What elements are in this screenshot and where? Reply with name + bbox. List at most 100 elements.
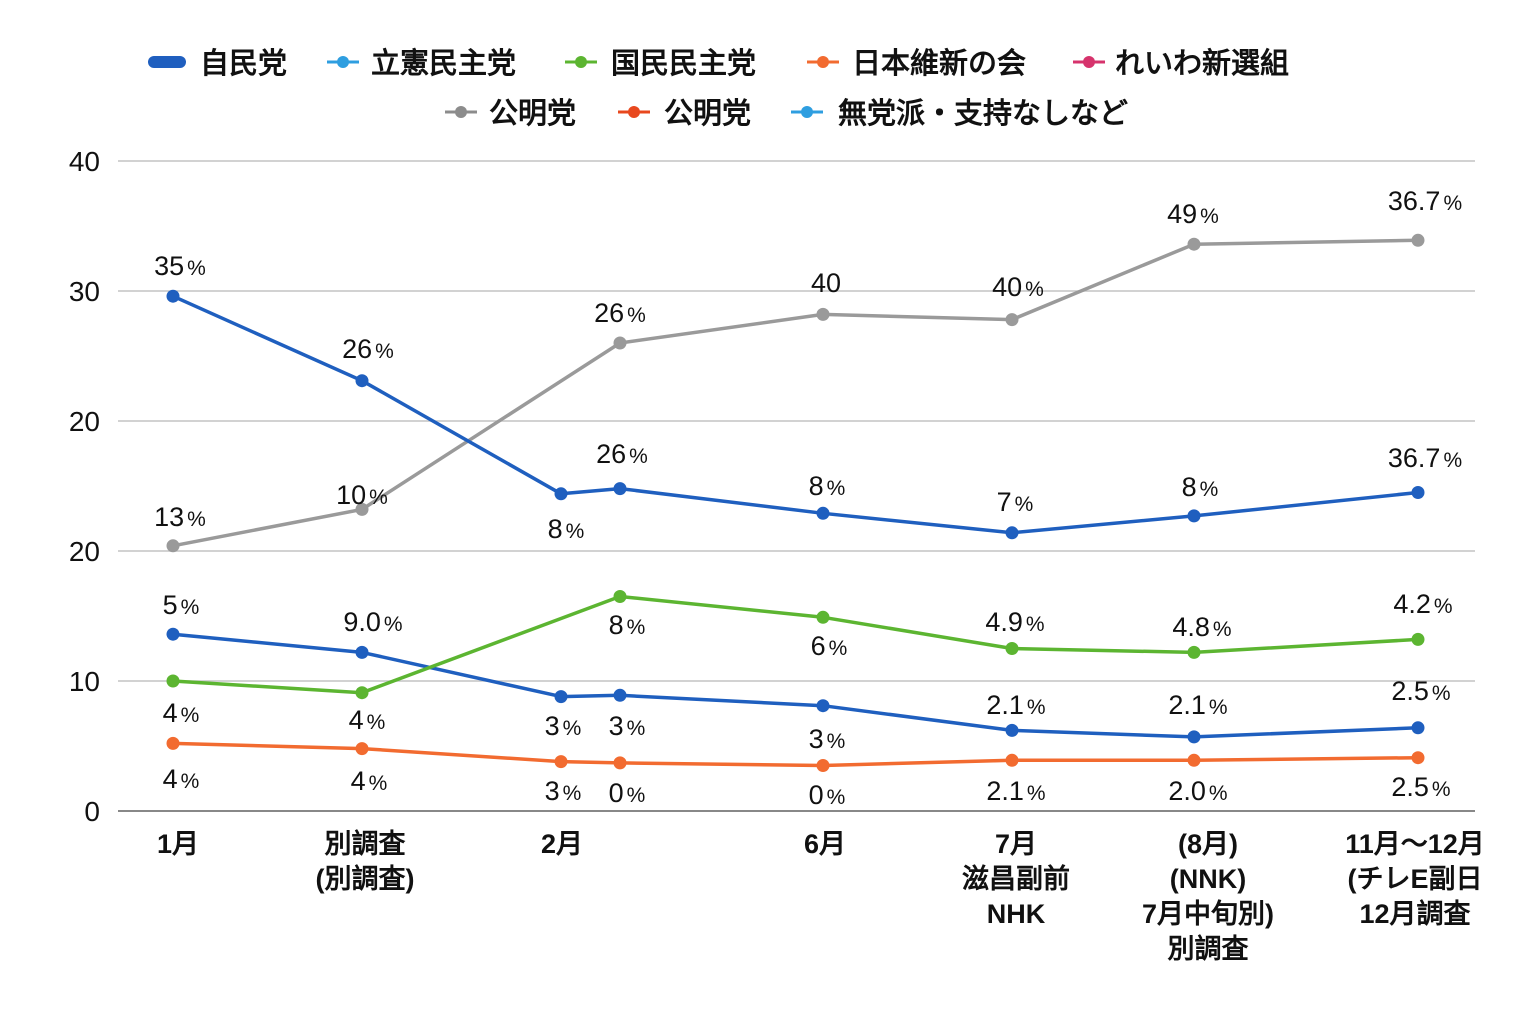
- legend-dot-icon: [575, 56, 587, 68]
- x-tick-label: (別調査): [316, 863, 415, 894]
- data-point: [613, 590, 627, 603]
- data-point: [355, 742, 369, 756]
- data-point: [816, 307, 830, 321]
- data-point: [166, 627, 180, 641]
- data-point: [554, 487, 568, 501]
- data-point: [355, 502, 369, 516]
- data-point: [613, 756, 627, 770]
- data-point: [355, 374, 369, 388]
- x-tick-label: (8月): [1178, 829, 1238, 859]
- x-tick-label: 1月: [157, 829, 199, 859]
- data-point: [355, 686, 369, 700]
- data-point: [1411, 751, 1425, 765]
- data-label: 5%: [163, 590, 200, 620]
- data-point: [1005, 753, 1019, 767]
- x-tick-label: 2月: [541, 829, 583, 859]
- legend-label: れいわ新選組: [1115, 46, 1289, 80]
- legend-item: 無党派・支持なしなど: [791, 97, 1128, 130]
- legend-dot-icon: [817, 56, 829, 68]
- data-label: 3%: [809, 724, 846, 754]
- data-point: [1005, 313, 1019, 327]
- data-label: 4%: [349, 705, 386, 735]
- data-label: 26%: [342, 334, 394, 364]
- data-point: [1187, 730, 1201, 744]
- data-label: 3%: [609, 711, 646, 741]
- data-point: [166, 289, 180, 303]
- series: [166, 736, 1425, 772]
- x-tick-label: 別調査: [1168, 933, 1249, 964]
- legend-dot-icon: [801, 106, 813, 118]
- data-label: 26%: [596, 439, 648, 469]
- data-labels: 13 % 10 % 26 % 40 40 % 49 % 36.7 % 35 % 26 % 8 % 26 % 8% 7 % 8 % 3…: [154, 186, 1462, 810]
- data-point: [613, 482, 627, 496]
- data-label: 6%: [811, 631, 848, 661]
- data-point: [554, 755, 568, 769]
- data-point: [166, 736, 180, 750]
- data-label: 3%: [545, 776, 582, 806]
- data-label: 8%: [609, 610, 646, 640]
- y-axis: 0 10 20 20 30 40: [69, 146, 100, 827]
- x-axis: 1月 別調査(別調査)2月 6月 7月滋昌副前NHK(8月)(NNK)7月中旬別)別調…: [157, 828, 1485, 964]
- legend-label: 国民民主党: [611, 47, 756, 80]
- data-point: [1187, 237, 1201, 251]
- y-tick-label: 30: [69, 276, 100, 307]
- legend-label: 公明党: [664, 97, 751, 130]
- data-label: 4%: [351, 766, 388, 796]
- data-point: [1187, 509, 1201, 523]
- data-label: 40: [811, 268, 841, 298]
- x-tick-label: 7月中旬別): [1142, 899, 1274, 929]
- data-label: 9.0%: [343, 607, 402, 637]
- data-label: 4%: [163, 764, 200, 794]
- series: [166, 590, 1425, 700]
- x-tick-label: (NNK): [1170, 864, 1246, 894]
- data-point: [1005, 723, 1019, 737]
- legend-item: 立憲民主党: [327, 46, 516, 80]
- data-label: 35%: [154, 251, 206, 281]
- x-tick-label: NHK: [987, 899, 1046, 929]
- legend-item: 自民党: [148, 47, 287, 80]
- legend-label: 日本維新の会: [852, 47, 1026, 80]
- data-label: 7%: [997, 487, 1034, 517]
- y-tick-label: 40: [69, 146, 100, 177]
- data-point: [166, 674, 180, 688]
- data-point: [613, 336, 627, 350]
- y-tick-label: 20: [69, 536, 100, 567]
- data-label: 2.1%: [986, 690, 1045, 720]
- data-point: [355, 645, 369, 659]
- x-tick-label: 11月〜12月: [1345, 829, 1485, 859]
- data-point: [816, 610, 830, 624]
- data-point: [816, 699, 830, 713]
- legend-item: 国民民主党: [565, 47, 756, 80]
- data-point: [816, 506, 830, 520]
- x-tick-label: 滋昌副前: [962, 863, 1070, 894]
- data-point: [166, 539, 180, 553]
- data-label: 10%: [336, 480, 388, 510]
- data-point: [1187, 645, 1201, 659]
- data-label: 49%: [1167, 199, 1219, 229]
- legend-dot-icon: [628, 106, 640, 118]
- legend-dot-icon: [1083, 56, 1095, 68]
- legend-label: 無党派・支持なしなど: [838, 97, 1128, 130]
- data-label: 8%: [1182, 472, 1219, 502]
- data-label: 4.9%: [985, 607, 1044, 637]
- data-label: 13%: [154, 502, 206, 532]
- y-tick-label: 0: [84, 796, 100, 827]
- x-tick-label: 7月: [995, 829, 1037, 859]
- data-label: 8%: [548, 514, 585, 544]
- series-lines: [166, 233, 1425, 772]
- data-label: 2.0%: [1168, 776, 1227, 806]
- legend-item: れいわ新選組: [1073, 46, 1289, 80]
- data-label: 4.8%: [1172, 612, 1231, 642]
- legend-dot-icon: [455, 106, 467, 118]
- data-label: 3%: [545, 711, 582, 741]
- x-tick-label: 6月: [804, 829, 846, 859]
- x-tick-label: 別調査: [325, 828, 406, 859]
- legend-label: 立憲民主党: [371, 46, 516, 80]
- series-line: [172, 632, 1419, 739]
- data-label: 0%: [609, 778, 646, 808]
- data-point: [613, 688, 627, 702]
- y-tick-label: 10: [69, 666, 100, 697]
- data-point: [1005, 526, 1019, 540]
- data-point: [1187, 753, 1201, 767]
- series: [166, 289, 1425, 540]
